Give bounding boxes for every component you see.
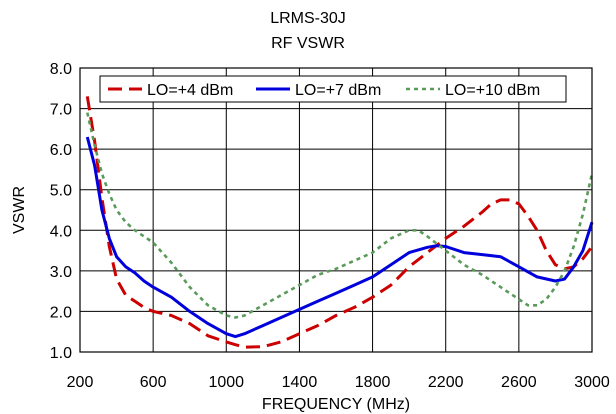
chart-title: LRMS-30J xyxy=(270,10,346,27)
x-tick-label: 600 xyxy=(140,374,167,391)
tick-labels: 200 600 1000 1400 1800 2200 2600 3000 1.0 2.0 3.0 4… xyxy=(50,61,610,391)
x-tick-label: 1400 xyxy=(282,374,318,391)
series-line-1 xyxy=(85,136,594,339)
y-tick-label: 8.0 xyxy=(50,61,72,78)
legend-box xyxy=(99,75,567,103)
y-tick-label: 5.0 xyxy=(50,183,72,200)
y-tick-label: 3.0 xyxy=(50,264,72,281)
series-layer xyxy=(85,96,594,349)
legend-label-2: LO=+10 dBm xyxy=(445,82,540,99)
legend-label-0: LO=+4 dBm xyxy=(147,82,233,99)
series-line-0 xyxy=(85,96,594,349)
plot-area xyxy=(79,67,593,353)
y-tick-label: 7.0 xyxy=(50,102,72,119)
y-tick-label: 6.0 xyxy=(50,142,72,159)
grid-lines xyxy=(80,68,592,352)
y-axis-label: VSWR xyxy=(11,186,28,234)
legend-label-1: LO=+7 dBm xyxy=(295,82,381,99)
y-tick-label: 2.0 xyxy=(50,304,72,321)
x-tick-label: 200 xyxy=(67,374,94,391)
x-tick-label: 1800 xyxy=(355,374,391,391)
x-tick-label: 1000 xyxy=(208,374,244,391)
x-axis-label: FREQUENCY (MHz) xyxy=(262,396,410,413)
x-tick-label: 3000 xyxy=(574,374,610,391)
x-tick-label: 2200 xyxy=(428,374,464,391)
legend: LO=+4 dBm LO=+7 dBm LO=+10 dBm xyxy=(99,75,567,103)
chart-subtitle: RF VSWR xyxy=(271,35,345,52)
y-tick-label: 4.0 xyxy=(50,223,72,240)
x-tick-label: 2600 xyxy=(501,374,537,391)
series-line-2 xyxy=(86,112,594,319)
y-tick-label: 1.0 xyxy=(50,345,72,362)
